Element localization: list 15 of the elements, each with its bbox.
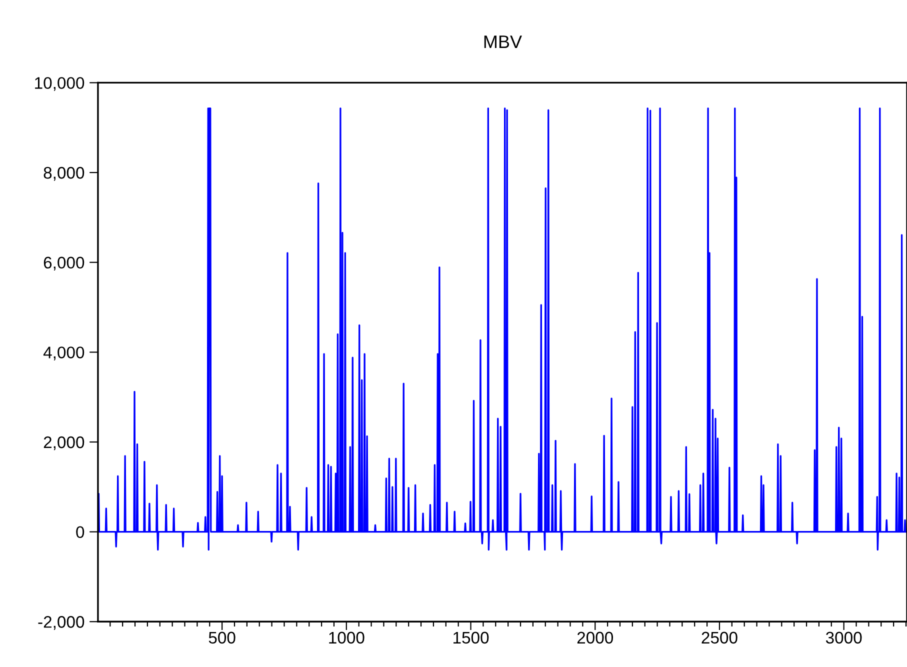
y-tick-label: 4,000 (43, 346, 84, 360)
y-tick-label: 10,000 (35, 77, 84, 91)
y-tick-label: 6,000 (44, 256, 84, 271)
x-tick-label: 2500 (702, 632, 738, 644)
x-tick-label: 1500 (454, 632, 489, 644)
y-tick-label: 0 (76, 526, 84, 538)
y-tick-label: 2,000 (44, 436, 84, 450)
chart-title: MBV (484, 36, 522, 48)
y-tick-label: 8,000 (44, 166, 84, 181)
x-tick-label: 3000 (826, 632, 862, 644)
x-tick-label: 2000 (577, 632, 614, 644)
x-tick-label: 1000 (329, 632, 364, 644)
y-tick-label: -2,000 (38, 616, 84, 630)
x-tick-label: 500 (208, 632, 236, 644)
line-series (98, 107, 907, 551)
